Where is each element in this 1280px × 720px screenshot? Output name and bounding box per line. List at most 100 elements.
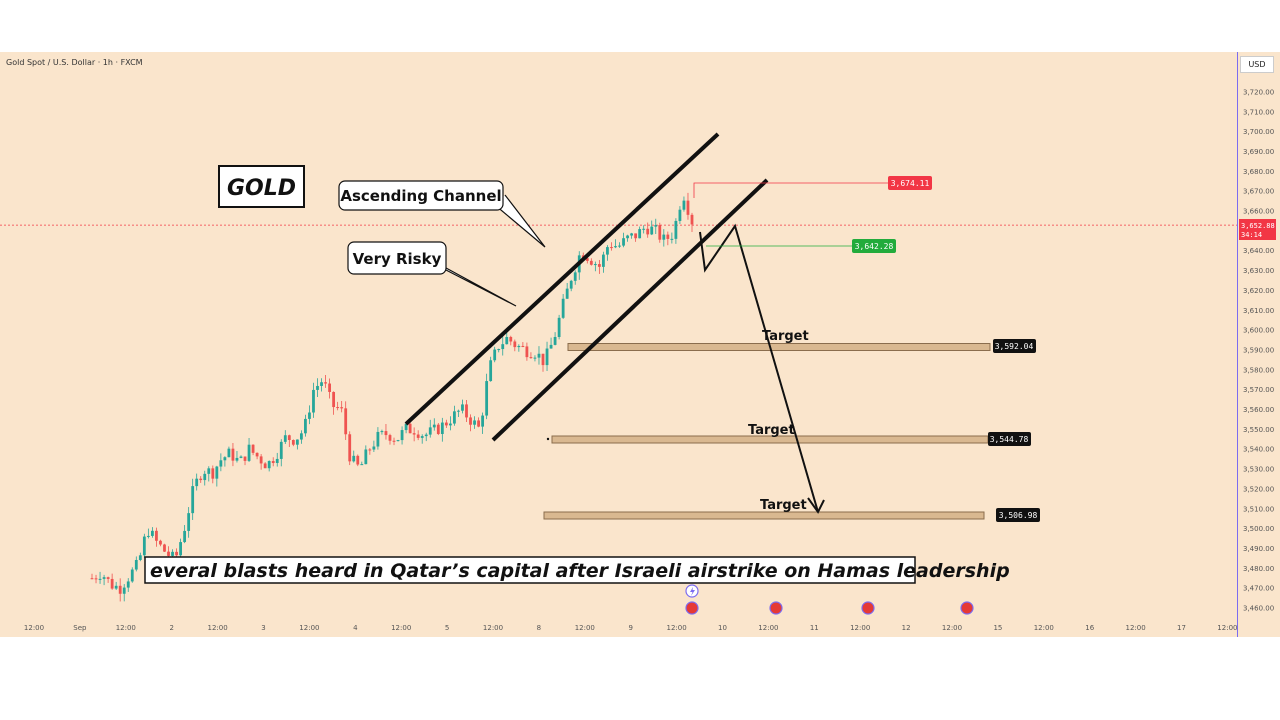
target-label-1: Target: [762, 329, 809, 344]
y-tick-label: 3,700.00: [1243, 128, 1274, 136]
ascending-channel-text: Ascending Channel: [340, 187, 501, 205]
y-tick-label: 3,720.00: [1243, 88, 1274, 96]
economic-events[interactable]: [685, 584, 974, 615]
candle-body: [646, 228, 650, 235]
projected-arrowhead: [807, 497, 825, 514]
candle-body: [263, 463, 267, 469]
candle-body: [505, 336, 509, 345]
candle-body: [312, 389, 315, 413]
x-tick-label: 12:00: [208, 624, 228, 632]
candle-body: [328, 383, 331, 392]
x-tick-label: 12:00: [24, 624, 44, 632]
target-zone-1[interactable]: [567, 343, 991, 351]
target-zone-3[interactable]: [543, 511, 985, 520]
candle-body: [477, 420, 480, 427]
x-tick-label: 10: [718, 624, 727, 632]
x-tick-label: Sep: [73, 624, 87, 632]
candle-body: [493, 349, 497, 361]
candle-body: [324, 382, 327, 384]
x-tick-label: 12:00: [299, 624, 319, 632]
candle-body: [642, 228, 646, 230]
y-tick-label: 3,600.00: [1243, 327, 1274, 335]
candle-body: [344, 408, 348, 435]
candle-body: [90, 578, 94, 580]
candle-body: [372, 446, 376, 450]
candle-body: [690, 214, 694, 225]
candle-body: [396, 440, 400, 442]
candle-body: [602, 254, 605, 267]
candle-body: [102, 577, 106, 579]
candle-body: [517, 345, 521, 348]
candle-body: [404, 423, 408, 431]
y-tick-label: 3,640.00: [1243, 247, 1274, 255]
y-tick-label: 3,510.00: [1243, 505, 1274, 513]
lightning-glyph-icon: [690, 587, 695, 596]
y-tick-label: 3,660.00: [1243, 208, 1274, 216]
us-flag-event-icon[interactable]: [861, 601, 875, 615]
candle-body: [259, 456, 263, 464]
candle-body: [453, 411, 456, 424]
target1-price-text: 3,592.04: [995, 342, 1034, 351]
candle-body: [509, 336, 513, 342]
target-label-3: Target: [760, 498, 807, 513]
us-flag-event-icon[interactable]: [960, 601, 974, 615]
x-tick-label: 12:00: [1217, 624, 1237, 632]
candle-body: [279, 441, 283, 459]
us-flag-event-icon[interactable]: [685, 601, 699, 615]
x-tick-label: 16: [1085, 624, 1094, 632]
candle-body: [489, 360, 493, 382]
candle-body: [316, 385, 319, 390]
candle-body: [159, 540, 162, 545]
gold-label-box: [218, 165, 305, 208]
candle-body: [666, 234, 670, 239]
target-zone-2-anchor: [546, 437, 550, 441]
candle-body: [308, 412, 311, 419]
candle-body: [610, 247, 613, 249]
time-axis[interactable]: 12:00 Sep 12:00 2 12:00 3 12:00 4 12:00 5 12:00 8 12…: [24, 624, 1238, 632]
x-tick-label: 12:00: [483, 624, 503, 632]
candle-body: [549, 344, 553, 349]
price-axis[interactable]: 3,460.00 3,470.00 3,480.00 3,490.00 3,500.00…: [1243, 88, 1274, 612]
x-tick-label: 12: [902, 624, 911, 632]
us-flag-event-icon[interactable]: [769, 601, 783, 615]
candles: [90, 192, 694, 602]
candle-body: [118, 585, 122, 594]
candle-body: [618, 245, 621, 247]
candle-body: [235, 457, 239, 461]
y-tick-label: 3,710.00: [1243, 108, 1274, 116]
x-tick-label: 17: [1177, 624, 1186, 632]
candle-body: [340, 407, 344, 409]
candle-body: [553, 337, 557, 345]
ascending-channel-pointer: [494, 194, 546, 248]
candle-body: [529, 357, 533, 359]
candle-body: [473, 420, 476, 425]
countdown-text: 34:14: [1241, 231, 1262, 239]
candle-body: [678, 209, 682, 221]
candle-body: [654, 225, 658, 227]
projected-path[interactable]: [699, 223, 819, 513]
candle-body: [199, 478, 203, 481]
channel-upper-line[interactable]: [404, 132, 720, 426]
candle-body: [291, 439, 295, 445]
y-tick-label: 3,630.00: [1243, 267, 1274, 275]
symbol-title: Gold Spot / U.S. Dollar · 1h · FXCM: [6, 58, 143, 67]
candle-body: [360, 464, 364, 466]
candle-body: [658, 225, 662, 240]
candle-body: [94, 578, 98, 580]
candle-body: [219, 460, 223, 467]
currency-button[interactable]: USD: [1240, 56, 1274, 73]
channel-lower-line[interactable]: [491, 178, 769, 442]
candle-body: [151, 530, 154, 536]
high-level-line: [693, 182, 888, 198]
candle-body: [428, 427, 432, 435]
candle-body: [525, 346, 529, 358]
candle-body: [408, 423, 412, 434]
candle-body: [126, 581, 130, 588]
current-price-text: 3,652.88: [1241, 222, 1275, 230]
target3-price-tag: [996, 508, 1040, 522]
candle-body: [541, 353, 545, 366]
candle-body: [606, 247, 609, 255]
ascending-channel-callout: [338, 180, 504, 211]
candle-body: [304, 418, 307, 434]
candle-body: [134, 559, 138, 570]
